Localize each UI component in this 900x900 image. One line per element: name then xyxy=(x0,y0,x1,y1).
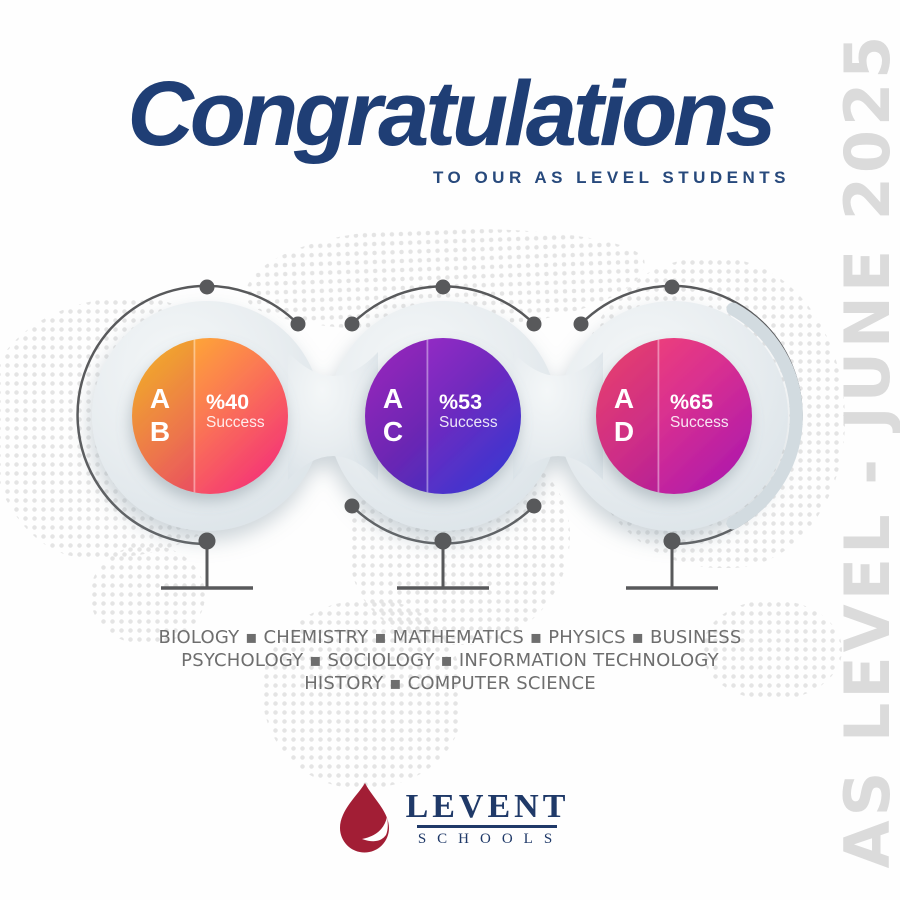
arc-dot xyxy=(344,498,360,514)
stand-3 xyxy=(626,532,718,590)
badge3-highlight-crescent xyxy=(726,302,803,530)
school-logo: LEVENT SCHOOLS xyxy=(0,782,900,856)
arc-dot xyxy=(526,316,542,332)
percent-value: %65 xyxy=(670,390,713,414)
arc-circle1 xyxy=(76,284,299,546)
badge-bridge-1 xyxy=(288,352,378,480)
arc-dot xyxy=(526,498,542,514)
percent-caption: Success xyxy=(206,414,265,431)
arc-dot xyxy=(664,279,680,295)
arc-dot xyxy=(435,279,451,295)
map-dots-australia xyxy=(702,600,842,700)
disc-split-line xyxy=(193,338,196,494)
arc-dot xyxy=(573,316,589,332)
grade-bottom: C xyxy=(383,416,403,447)
logo-text: LEVENT SCHOOLS xyxy=(406,782,570,848)
map-dots-central-america xyxy=(90,545,205,645)
badge-bridge-2 xyxy=(513,352,603,480)
arc-dots xyxy=(199,279,680,514)
logo-rule xyxy=(417,825,558,828)
disc-split-line xyxy=(426,338,429,494)
stand-dot xyxy=(198,532,216,550)
stand-1 xyxy=(161,532,253,590)
badge-cluster xyxy=(92,301,788,531)
grade-bottom: B xyxy=(150,416,170,447)
arc-dot xyxy=(199,279,215,295)
subject-list: BIOLOGY ▪ CHEMISTRY ▪ MATHEMATICS ▪ PHYS… xyxy=(0,626,900,695)
percent-caption: Success xyxy=(670,414,729,431)
stand-2 xyxy=(397,532,489,590)
percent-caption: Success xyxy=(439,414,498,431)
disc-split-line xyxy=(657,338,660,494)
page-subtitle: TO OUR AS LEVEL STUDENTS xyxy=(432,168,790,187)
stand-dot xyxy=(663,532,681,550)
subject-line-3: HISTORY ▪ COMPUTER SCIENCE xyxy=(304,673,596,694)
grade-top: A xyxy=(150,383,170,414)
map-dots-south-america xyxy=(262,600,462,788)
grade-top: A xyxy=(383,383,403,414)
percent-value: %40 xyxy=(206,390,249,414)
percent-value: %53 xyxy=(439,390,482,414)
subject-line-1: BIOLOGY ▪ CHEMISTRY ▪ MATHEMATICS ▪ PHYS… xyxy=(158,627,742,648)
stand-dot xyxy=(434,532,452,550)
grade-bottom: D xyxy=(614,416,634,447)
flame-icon xyxy=(339,783,389,853)
arc-dot xyxy=(290,316,306,332)
page-title: Congratulations xyxy=(127,63,776,165)
grade-top: A xyxy=(614,383,634,414)
logo-name: LEVENT xyxy=(405,788,570,825)
arc-dot xyxy=(344,316,360,332)
subject-line-2: PSYCHOLOGY ▪ SOCIOLOGY ▪ INFORMATION TEC… xyxy=(181,650,719,671)
logo-tagline: SCHOOLS xyxy=(417,830,564,847)
stands xyxy=(161,532,718,590)
